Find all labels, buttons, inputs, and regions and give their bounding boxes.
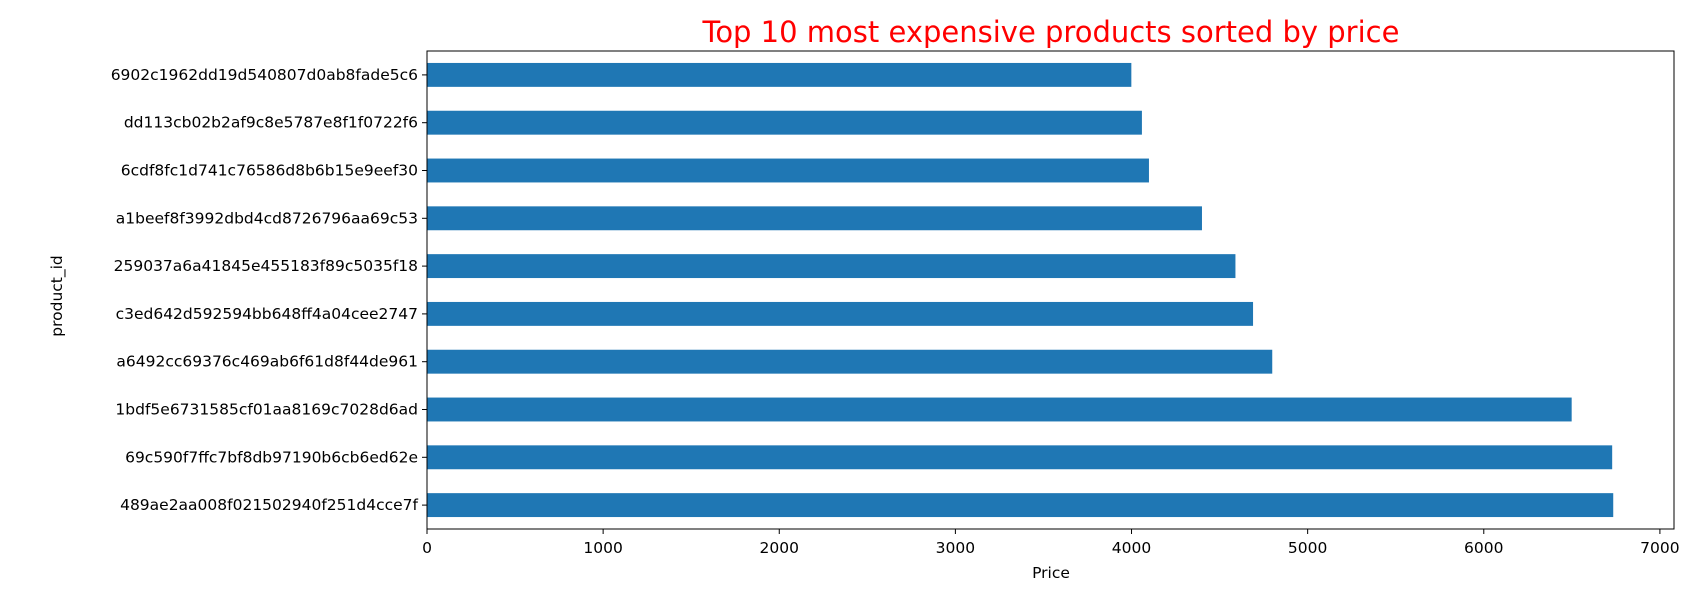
bar [427,62,1132,87]
bar [427,397,1572,422]
bar [427,158,1149,183]
bar [427,254,1236,279]
bars-group [427,62,1614,518]
bar [427,110,1142,135]
y-tick-label: 6cdf8fc1d741c76586d8b6b15e9eef30 [121,162,418,180]
y-tick-label: 489ae2aa008f021502940f251d4cce7f [120,496,418,514]
x-tick-label: 6000 [1464,539,1503,557]
y-tick-label: 1bdf5e6731585cf01aa8169c7028d6ad [115,401,418,419]
bar [427,349,1273,374]
x-tick-label: 7000 [1640,539,1679,557]
bar [427,493,1614,518]
y-tick-label: dd113cb02b2af9c8e5787e8f1f0722f6 [124,114,418,132]
y-tick-label: a6492cc69376c469ab6f61d8f44de961 [116,353,418,371]
x-tick-label: 0 [422,539,432,557]
x-tick-label: 2000 [760,539,799,557]
y-ticks-group: 489ae2aa008f021502940f251d4cce7f 69c590f7… [111,66,427,514]
y-tick-label: 6902c1962dd19d540807d0ab8fade5c6 [111,66,418,84]
y-tick-label: 69c590f7ffc7bf8db97190b6cb6ed62e [125,448,418,466]
bar [427,445,1613,470]
y-tick-label: a1beef8f3992dbd4cd8726796aa69c53 [116,209,418,227]
x-tick-label: 4000 [1112,539,1151,557]
bar [427,206,1202,231]
y-tick-label: 259037a6a41845e455183f89c5035f18 [114,257,418,275]
x-tick-label: 1000 [583,539,622,557]
x-axis-label: Price [1032,564,1070,582]
x-ticks-group: 0 1000 2000 3000 4000 5000 6000 7000 [422,529,1680,557]
bar [427,301,1254,326]
chart-title: Top 10 most expensive products sorted by… [702,15,1400,49]
x-tick-label: 3000 [936,539,975,557]
y-tick-label: c3ed642d592594bb648ff4a04cee2747 [116,305,418,323]
y-axis-label: product_id [48,255,67,337]
plot-frame [426,50,1675,530]
x-tick-label: 5000 [1288,539,1327,557]
